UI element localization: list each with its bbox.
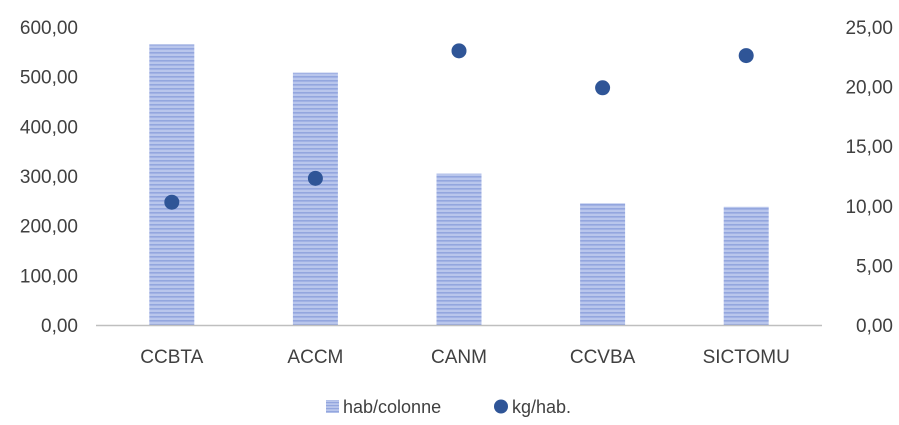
bar: [580, 203, 626, 325]
category-label: ACCM: [287, 347, 343, 368]
left-tick-label: 500,00: [20, 68, 78, 89]
left-axis: 0,00 100,00 200,00 300,00 400,00 500,00 600,00: [20, 18, 78, 337]
legend-label-points: kg/hab.: [512, 397, 571, 417]
scatter-series: [164, 43, 754, 210]
left-tick-label: 600,00: [20, 18, 78, 39]
legend: hab/colonne kg/hab.: [326, 397, 571, 417]
left-tick-label: 200,00: [20, 217, 78, 238]
right-tick-label: 20,00: [845, 78, 893, 99]
bar: [723, 206, 769, 325]
category-label: SICTOMU: [703, 347, 790, 368]
bar: [149, 44, 195, 326]
category-label: CCVBA: [570, 347, 636, 368]
scatter-point: [164, 194, 180, 210]
left-tick-label: 300,00: [20, 167, 78, 188]
bar: [292, 72, 338, 326]
right-tick-label: 0,00: [856, 316, 893, 337]
left-tick-label: 400,00: [20, 117, 78, 138]
left-tick-label: 0,00: [41, 316, 78, 337]
scatter-point: [738, 48, 754, 64]
right-tick-label: 10,00: [845, 197, 893, 218]
right-tick-label: 15,00: [845, 137, 893, 158]
legend-label-bars: hab/colonne: [343, 397, 441, 417]
scatter-point: [595, 80, 611, 96]
category-label: CANM: [431, 347, 487, 368]
right-tick-label: 25,00: [845, 18, 893, 39]
legend-swatch-points: [494, 399, 508, 414]
category-axis: CCBTA ACCM CANM CCVBA SICTOMU: [140, 347, 790, 368]
right-axis: 0,00 5,00 10,00 15,00 20,00 25,00: [845, 18, 893, 337]
legend-swatch-bars: [326, 400, 339, 413]
bar-series: [149, 44, 769, 326]
scatter-point: [307, 170, 323, 186]
right-tick-label: 5,00: [856, 256, 893, 277]
bar: [436, 173, 482, 325]
scatter-point: [451, 43, 467, 59]
category-label: CCBTA: [140, 347, 203, 368]
left-tick-label: 100,00: [20, 266, 78, 287]
